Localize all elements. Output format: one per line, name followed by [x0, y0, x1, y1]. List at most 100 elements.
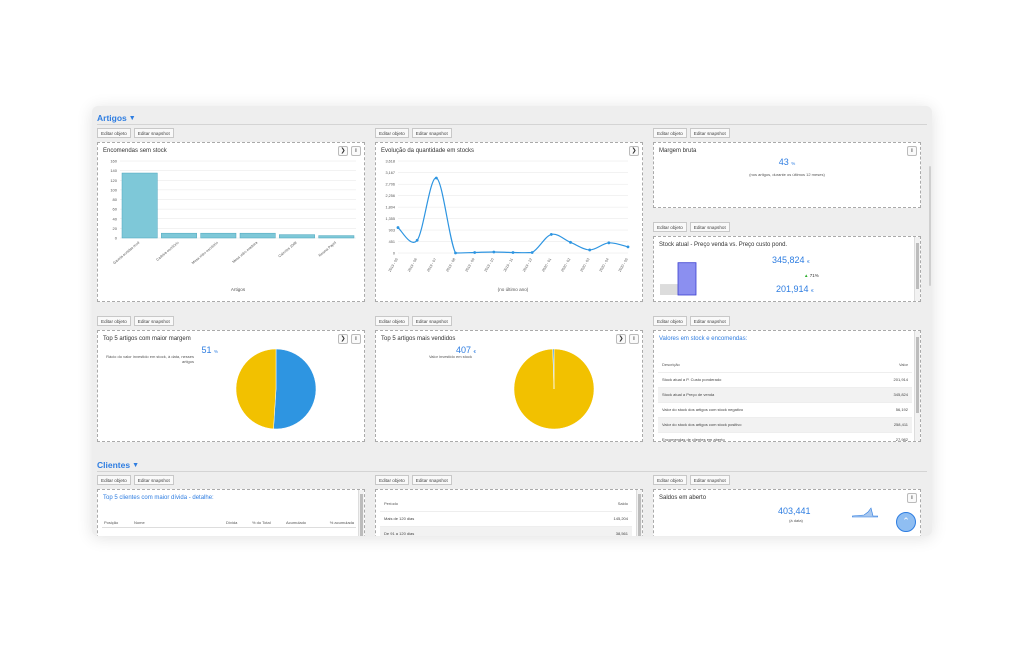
x-tick-label: 2019 - 08 — [445, 258, 456, 273]
info-icon[interactable]: i — [351, 334, 361, 344]
edit-object-button[interactable]: Editar objeto — [375, 316, 409, 326]
x-tick-label: 2019 - 09 — [464, 258, 475, 273]
edit-snapshot-button[interactable]: Editar snapshot — [689, 316, 730, 326]
x-tick-label: Caixotes 100lt — [278, 241, 298, 259]
stock-venda-unit: € — [807, 259, 810, 264]
info-icon[interactable]: i — [907, 146, 917, 156]
evolucao-panel: Evolução da quantidade em stocks ❯ 0 451 9… — [375, 142, 643, 302]
chevron-down-icon: ▼ — [128, 114, 136, 122]
edit-snapshot-button[interactable]: Editar snapshot — [133, 316, 174, 326]
y-tick-label: 3,167 — [385, 171, 395, 175]
chevron-down-icon: ▼ — [132, 461, 140, 469]
edit-object-button[interactable]: Editar objeto — [97, 475, 131, 485]
stock-custo-value: 201,914 € — [776, 284, 814, 294]
table-cell: Valor do stock dos artigos com stock pos… — [658, 417, 861, 433]
edit-object-button[interactable]: Editar objeto — [375, 475, 409, 485]
edit-snapshot-button[interactable]: Editar snapshot — [689, 475, 730, 485]
info-icon[interactable]: i — [351, 146, 361, 156]
edit-object-button[interactable]: Editar objeto — [97, 128, 131, 138]
stock-custo-unit: € — [811, 288, 814, 293]
page-scrollbar[interactable] — [929, 166, 931, 286]
saldos-note: (à data) — [789, 518, 803, 523]
pie-chart-vendidos — [513, 348, 595, 430]
periodos-panel: Período Saldo Mais de 120 dias 145,204 D… — [375, 489, 643, 536]
edit-snapshot-button[interactable]: Editar snapshot — [411, 128, 452, 138]
section-clientes-toggle[interactable]: Clientes ▼ — [97, 460, 139, 470]
panel-scrollbar[interactable] — [358, 490, 364, 536]
data-point — [492, 250, 496, 254]
edit-object-button[interactable]: Editar objeto — [653, 475, 687, 485]
stock-compare-chart — [660, 262, 697, 296]
data-point — [588, 248, 592, 252]
data-point — [511, 251, 515, 254]
section-clientes-title: Clientes — [97, 460, 131, 470]
table-cell: 145,204 — [538, 511, 632, 527]
panel-scrollbar[interactable] — [636, 490, 642, 536]
edit-snapshot-button[interactable]: Editar snapshot — [411, 316, 452, 326]
column-header: Valor — [860, 357, 912, 373]
column-header: Posição — [104, 520, 119, 525]
panel-scrollbar[interactable] — [914, 237, 920, 301]
data-point — [415, 238, 419, 242]
table-cell: Encomendas de clientes em aberto — [658, 432, 861, 441]
edit-snapshot-button[interactable]: Editar snapshot — [689, 222, 730, 232]
panel-title: Top 5 artigos mais vendidos — [381, 336, 456, 342]
edit-object-button[interactable]: Editar objeto — [653, 316, 687, 326]
chevron-right-icon[interactable]: ❯ — [629, 146, 639, 156]
edit-object-button[interactable]: Editar objeto — [375, 128, 409, 138]
edit-object-button[interactable]: Editar objeto — [653, 222, 687, 232]
margem-note: (nos artigos, durante os últimos 12 mese… — [749, 172, 825, 177]
info-icon[interactable]: i — [629, 334, 639, 344]
bar — [318, 235, 355, 239]
top5-margem-kpi: 51 % — [178, 345, 218, 355]
line-chart: 0 451 903 1,355 1,804 2,256 2,706 3,167 3,618 201… — [385, 160, 630, 292]
panel-scrollbar[interactable] — [914, 331, 920, 441]
info-icon[interactable]: i — [907, 493, 917, 503]
widget-top5-vendidos: Editar objeto Editar snapshot Top 5 arti… — [375, 316, 643, 442]
scroll-to-top-button[interactable]: ⌃ — [896, 512, 916, 532]
table-cell: Stock atual a Preço de venda — [658, 387, 861, 403]
table-cell: Valor do stock dos artigos com stock neg… — [658, 402, 861, 418]
edit-snapshot-button[interactable]: Editar snapshot — [689, 128, 730, 138]
edit-snapshot-button[interactable]: Editar snapshot — [411, 475, 452, 485]
data-point — [530, 251, 534, 254]
y-tick-label: 451 — [389, 240, 395, 244]
column-header: Dívida — [226, 520, 238, 525]
y-tick-label: 20 — [113, 226, 118, 231]
bar-chart: 0 20 40 60 80 100 120 140 160 Gaveta sortidas mod… — [110, 159, 356, 292]
saldos-sparkline — [852, 507, 878, 518]
table-cell: 345,824 — [860, 387, 912, 403]
chevron-up-icon: ⌃ — [902, 516, 910, 526]
clientes-table-header: Posição Nome Dívida % do Total Acumulado… — [104, 520, 354, 525]
widget-valores: Editar objeto Editar snapshot Valores em… — [653, 316, 921, 442]
table-row: Stock atual a Preço de venda 345,824 — [658, 387, 912, 403]
x-tick-label: 2019 - 10 — [484, 258, 495, 273]
widget-top5-margem: Editar objeto Editar snapshot Top 5 arti… — [97, 316, 365, 442]
table-row: Valor do stock dos artigos com stock pos… — [658, 417, 912, 433]
edit-object-button[interactable]: Editar objeto — [97, 316, 131, 326]
x-tick-label: 2020 - 02 — [560, 258, 571, 273]
x-tick-label: 2020 - 03 — [579, 258, 590, 273]
chevron-right-icon[interactable]: ❯ — [338, 334, 348, 344]
widget-encomendas: Editar objeto Editar snapshot Encomendas… — [97, 128, 365, 302]
edit-snapshot-button[interactable]: Editar snapshot — [133, 128, 174, 138]
margem-unit: % — [791, 161, 796, 166]
section-artigos-title: Artigos — [97, 113, 127, 123]
y-tick-label: 2,256 — [385, 194, 395, 198]
stock-venda-value: 345,824 € — [772, 255, 810, 265]
chevron-right-icon[interactable]: ❯ — [338, 146, 348, 156]
chevron-right-icon[interactable]: ❯ — [616, 334, 626, 344]
y-tick-label: 0 — [393, 252, 395, 256]
edit-snapshot-button[interactable]: Editar snapshot — [133, 475, 174, 485]
panel-title: Top 5 artigos com maior margem — [103, 336, 191, 342]
column-header: Saldo — [538, 496, 632, 512]
section-artigos-toggle[interactable]: Artigos ▼ — [97, 113, 136, 123]
margem-panel: Margem bruta i 43 % (nos artigos, durant… — [653, 142, 921, 208]
table-cell: 258,411 — [860, 417, 912, 433]
edit-object-button[interactable]: Editar objeto — [653, 128, 687, 138]
section-divider — [97, 471, 927, 472]
top5-margem-panel: Top 5 artigos com maior margem ❯ i 51 % … — [97, 330, 365, 442]
periodos-table: Período Saldo Mais de 120 dias 145,204 D… — [380, 496, 632, 536]
panel-title: Encomendas sem stock — [103, 148, 167, 154]
stock-atual-panel: Stock atual - Preço venda vs. Preço cust… — [653, 236, 921, 302]
